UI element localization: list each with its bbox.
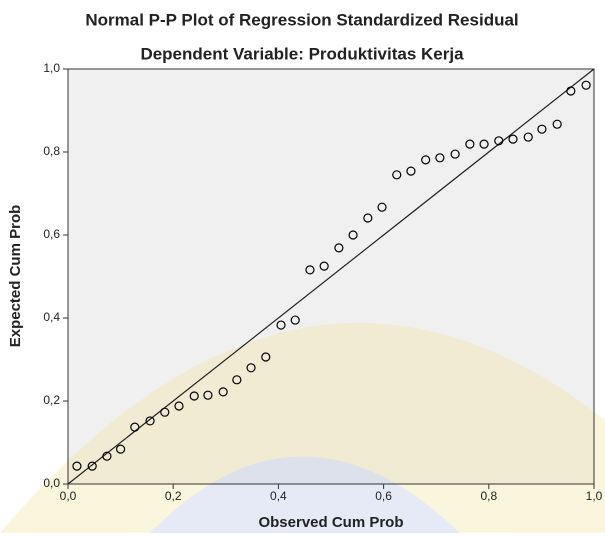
watermark — [0, 322, 605, 533]
x-tick-label: 0,0 — [60, 489, 77, 503]
point — [435, 153, 445, 163]
point — [465, 139, 475, 149]
point — [581, 80, 591, 90]
x-tick-label: 1,0 — [586, 489, 603, 503]
point — [218, 387, 228, 397]
point — [276, 320, 286, 330]
point — [261, 352, 271, 362]
point — [494, 136, 504, 146]
y-tick-label: 0,4 — [43, 310, 60, 324]
point — [421, 155, 431, 165]
point — [377, 202, 387, 212]
point — [174, 401, 184, 411]
y-tick-label: 0,6 — [43, 227, 60, 241]
point — [246, 363, 256, 373]
watermark-shape — [0, 322, 605, 533]
point — [552, 119, 562, 129]
point — [508, 134, 518, 144]
point — [406, 166, 416, 176]
point — [334, 243, 344, 253]
point — [160, 407, 170, 417]
point — [189, 391, 199, 401]
point — [566, 86, 576, 96]
point — [348, 230, 358, 240]
point — [363, 213, 373, 223]
y-axis-label: Expected Cum Prob — [7, 205, 24, 348]
point — [290, 315, 300, 325]
x-tick-label: 0,4 — [270, 489, 287, 503]
point — [392, 170, 402, 180]
watermark-shape — [150, 456, 460, 533]
plot-frame — [67, 68, 595, 485]
point — [102, 451, 112, 461]
reference-line — [67, 68, 595, 485]
chart-subtitle: Dependent Variable: Produktivitas Kerja — [140, 44, 464, 63]
point — [537, 124, 547, 134]
y-tick-label: 0,2 — [43, 393, 60, 407]
y-tick-label: 0,8 — [43, 144, 60, 158]
point — [479, 139, 489, 149]
point — [72, 461, 82, 471]
point — [232, 375, 242, 385]
point — [305, 265, 315, 275]
point — [130, 422, 140, 432]
x-tick-label: 0,8 — [480, 489, 497, 503]
point — [319, 261, 329, 271]
point — [450, 149, 460, 159]
point — [87, 461, 97, 471]
y-tick-label: 0,0 — [43, 476, 60, 490]
point — [203, 390, 213, 400]
x-tick-label: 0,2 — [165, 489, 182, 503]
x-axis-label: Observed Cum Prob — [258, 514, 403, 531]
point — [523, 132, 533, 142]
point — [145, 416, 155, 426]
chart-title: Normal P-P Plot of Regression Standardiz… — [85, 10, 518, 29]
y-tick-label: 1,0 — [43, 61, 60, 75]
x-tick-label: 0,6 — [375, 489, 392, 503]
point — [115, 444, 126, 454]
